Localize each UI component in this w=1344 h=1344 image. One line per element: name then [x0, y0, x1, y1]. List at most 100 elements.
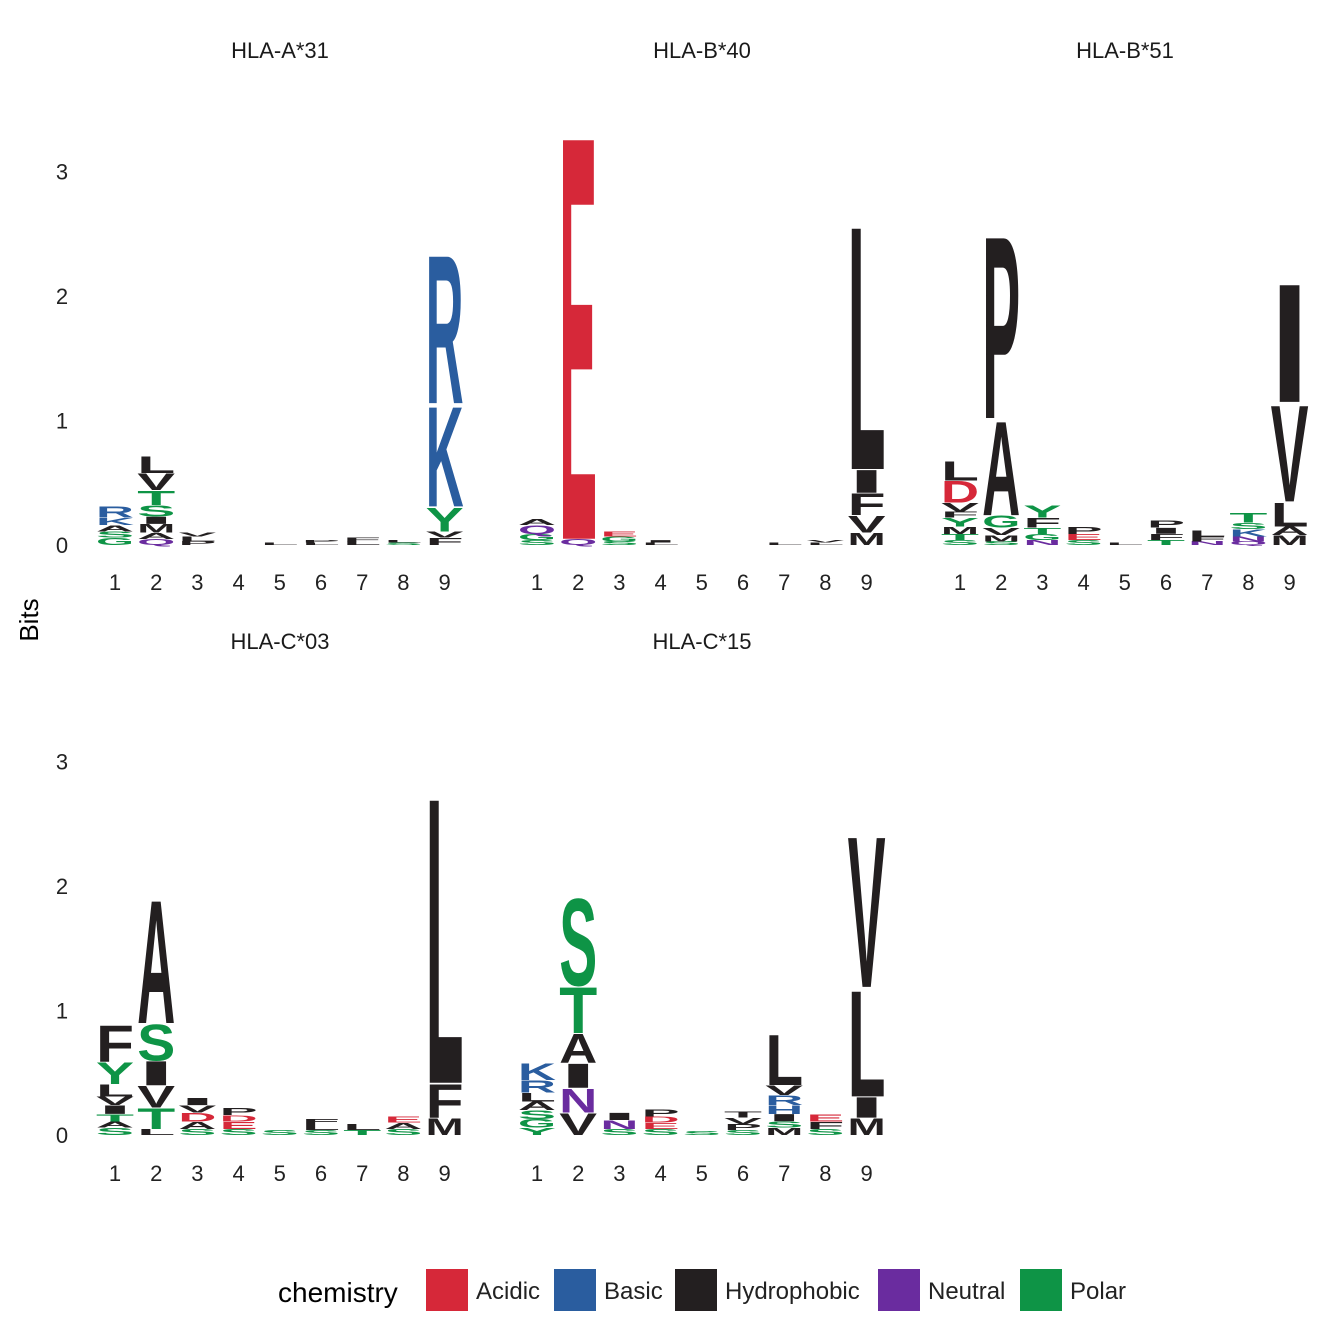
logo-letter: F [1023, 515, 1061, 531]
x-tick-label: 7 [356, 1161, 368, 1186]
logo-letter: T [137, 486, 175, 509]
logo-letter: A [1271, 524, 1309, 538]
logo-letter: F [96, 1015, 134, 1073]
logo-letter: F [1147, 532, 1185, 542]
logo-letter: S [261, 1129, 299, 1137]
logo-letter: A [982, 393, 1020, 545]
logo-letter: L [1271, 495, 1309, 534]
x-tick-label: 8 [397, 1161, 409, 1186]
logo-letter: S [518, 539, 556, 547]
logo-letter: V [559, 1107, 597, 1142]
logo-letter: F [302, 1118, 340, 1126]
logo-letter: G [1023, 532, 1061, 542]
x-tick-label: 2 [572, 1161, 584, 1186]
logo-letter: L [178, 535, 216, 543]
x-tick-label: 3 [613, 570, 625, 595]
logo-letter: V [941, 500, 980, 514]
x-tick-label: 5 [274, 1161, 286, 1186]
x-tick-label: 7 [778, 1161, 790, 1186]
logo-letter: L [941, 456, 979, 487]
logo-letter: V [137, 469, 175, 496]
logo-letter: D [642, 1115, 680, 1125]
panel-title: HLA-A*31 [231, 38, 329, 63]
logo-letter: V [806, 539, 844, 543]
logo-letter: I [1271, 249, 1309, 438]
logo-letter: M [1271, 533, 1309, 549]
legend-title: chemistry [278, 1277, 398, 1308]
logo-letter: S [96, 1126, 134, 1138]
x-tick-label: 7 [778, 570, 790, 595]
logo-letter: L [848, 959, 886, 1129]
x-tick-label: 8 [819, 1161, 831, 1186]
logo-letter: F [426, 1074, 464, 1128]
logo-letter: A [96, 524, 134, 534]
y-tick-label: 2 [56, 284, 68, 309]
logo-letter: F [806, 1120, 844, 1131]
logo-letter: S [302, 1129, 340, 1137]
logo-letter: A [96, 1120, 134, 1130]
logo-letter: I [178, 1096, 216, 1108]
logo-letter: R [765, 1093, 803, 1108]
logo-letter: P [724, 1122, 762, 1132]
logo-letter: D [941, 475, 979, 510]
x-tick-label: 8 [397, 570, 409, 595]
logo-letter: P [178, 540, 216, 546]
x-tick-label: 5 [696, 1161, 708, 1186]
y-tick-label: 2 [56, 874, 68, 899]
panel-title: HLA-B*40 [653, 38, 751, 63]
logo-letter: S [137, 1014, 175, 1072]
logo-letter: L [302, 1122, 340, 1132]
logo-letter: Y [1023, 502, 1061, 521]
legend-item: Neutral [878, 1269, 1005, 1311]
y-axis-label: Bits [14, 598, 44, 641]
logo-letter: N [600, 1118, 638, 1132]
logo-letter: M [982, 533, 1020, 543]
x-tick-label: 2 [572, 570, 584, 595]
logo-letter: E [220, 1119, 258, 1131]
logo-letter: N [559, 1082, 597, 1120]
logo-letter: Y [941, 515, 979, 529]
logo-letter: A [518, 1099, 556, 1113]
x-tick-label: 6 [315, 1161, 327, 1186]
logo-letter: R [426, 211, 464, 448]
x-tick-label: 3 [191, 570, 203, 595]
logo-letter: V [1271, 377, 1309, 531]
logo-letter: T [1229, 510, 1268, 526]
x-tick-label: 1 [531, 570, 543, 595]
logo-letter: I [137, 1054, 175, 1092]
x-tick-label: 1 [109, 570, 121, 595]
legend-item: Polar [1020, 1269, 1126, 1311]
logo-letter: I [642, 539, 680, 543]
logo-letter: V [178, 532, 216, 538]
logo-letter: T [96, 1112, 134, 1123]
x-tick-label: 8 [1242, 570, 1254, 595]
logo-letter: S [982, 540, 1020, 546]
logo-letter: T [941, 532, 979, 542]
logo-letter: A [137, 531, 175, 541]
logo-letter: T [1147, 539, 1185, 547]
logo-letter: H [765, 1103, 803, 1117]
logo-letter: V [137, 1080, 175, 1115]
logo-letter: S [559, 872, 597, 1012]
x-tick-label: 2 [150, 1161, 162, 1186]
logo-letter: F [848, 487, 886, 522]
logo-letter: N [1023, 539, 1061, 547]
logo-letter: I [137, 514, 175, 526]
legend-item: Hydrophobic [675, 1269, 860, 1311]
logo-letter: E [384, 1115, 422, 1125]
logo-letter: L [343, 1122, 381, 1132]
logo-letter: L [765, 1021, 803, 1102]
x-tick-label: 7 [356, 570, 368, 595]
logo-letter: I [1147, 526, 1185, 536]
logo-letter: A [137, 863, 175, 1061]
logo-letter: L [1188, 529, 1226, 539]
logo-letter: L [1106, 542, 1144, 546]
logo-letter: T [559, 973, 597, 1047]
logo-letter: D [178, 1111, 216, 1125]
logo-letter: S [384, 542, 422, 546]
y-tick-label: 1 [56, 999, 68, 1024]
logo-letter: I [848, 463, 886, 500]
x-tick-label: 8 [819, 570, 831, 595]
